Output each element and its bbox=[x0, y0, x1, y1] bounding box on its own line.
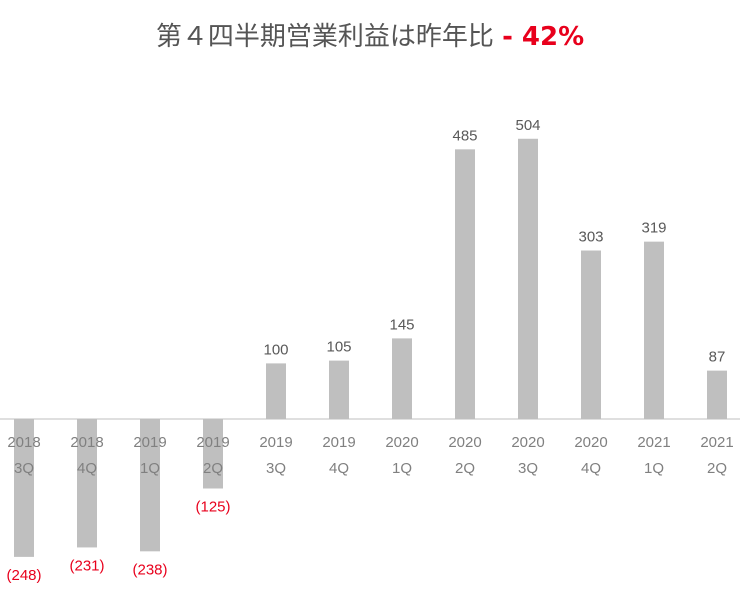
tick-label-year: 2020 bbox=[448, 434, 481, 451]
bars-group bbox=[14, 138, 727, 557]
value-label: (248) bbox=[6, 567, 41, 584]
tick-label-quarter: 3Q bbox=[266, 460, 286, 477]
tick-label-quarter: 1Q bbox=[392, 460, 412, 477]
tick-label-quarter: 4Q bbox=[581, 460, 601, 477]
value-label: 504 bbox=[515, 117, 540, 134]
tick-label-year: 2020 bbox=[574, 434, 607, 451]
tick-label-year: 2021 bbox=[637, 434, 670, 451]
tick-label-quarter: 2Q bbox=[707, 460, 727, 477]
bar-2019-1Q bbox=[140, 419, 160, 552]
bar-2019-2Q bbox=[203, 419, 223, 489]
value-label: 105 bbox=[326, 339, 351, 356]
value-label: (125) bbox=[195, 499, 230, 516]
tick-label-year: 2018 bbox=[70, 434, 103, 451]
tick-label-year: 2018 bbox=[7, 434, 40, 451]
tick-label-quarter: 3Q bbox=[14, 460, 34, 477]
bar-2020-4Q bbox=[581, 250, 601, 419]
tick-label-year: 2020 bbox=[511, 434, 544, 451]
bar-2021-2Q bbox=[707, 370, 727, 419]
tick-label-quarter: 2Q bbox=[455, 460, 475, 477]
tick-label-year: 2019 bbox=[196, 434, 229, 451]
value-label: 100 bbox=[263, 341, 288, 358]
value-label: 303 bbox=[578, 229, 603, 246]
tick-label-year: 2019 bbox=[259, 434, 292, 451]
bar-2020-1Q bbox=[392, 338, 412, 419]
tick-label-year: 2019 bbox=[133, 434, 166, 451]
value-label: 485 bbox=[452, 127, 477, 144]
tick-label-year: 2019 bbox=[322, 434, 355, 451]
tick-label-quarter: 3Q bbox=[518, 460, 538, 477]
bar-2020-3Q bbox=[518, 138, 538, 419]
bar-2021-1Q bbox=[644, 241, 664, 419]
bar-2019-4Q bbox=[329, 360, 349, 419]
value-label: 319 bbox=[641, 220, 666, 237]
tick-label-year: 2021 bbox=[700, 434, 733, 451]
bar-2020-2Q bbox=[455, 149, 475, 419]
tick-label-quarter: 1Q bbox=[140, 460, 160, 477]
chart-title-highlight: - 42% bbox=[502, 22, 585, 52]
tick-label-quarter: 1Q bbox=[644, 460, 664, 477]
tick-label-quarter: 2Q bbox=[203, 460, 223, 477]
bar-2019-3Q bbox=[266, 363, 286, 419]
chart-title-text: 第４四半期営業利益は昨年比 bbox=[155, 22, 494, 52]
value-label: (238) bbox=[132, 561, 167, 578]
value-label: (231) bbox=[69, 557, 104, 574]
tick-label-quarter: 4Q bbox=[77, 460, 97, 477]
value-label: 145 bbox=[389, 316, 414, 333]
bar-2018-3Q bbox=[14, 419, 34, 557]
labels-group: (248) 2018 3Q (231) 2018 4Q (238) 2019 1Q (125) 20… bbox=[6, 117, 733, 584]
bar-2018-4Q bbox=[77, 419, 97, 548]
value-label: 87 bbox=[709, 349, 726, 366]
tick-label-year: 2020 bbox=[385, 434, 418, 451]
chart-title: 第４四半期営業利益は昨年比 - 42% bbox=[0, 16, 740, 53]
tick-label-quarter: 4Q bbox=[329, 460, 349, 477]
